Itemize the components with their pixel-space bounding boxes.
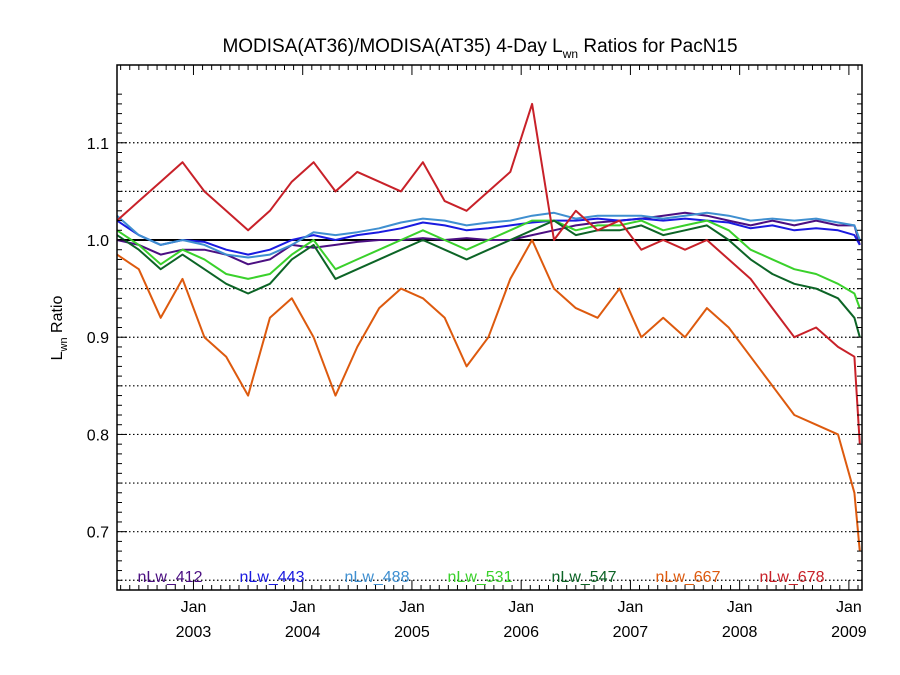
series-line-nlw-412 — [116, 211, 861, 266]
legend-item-nlw-678: nLw_678 — [760, 569, 825, 586]
x-tick-label-year: 2003 — [176, 624, 212, 641]
plot-frame — [116, 64, 863, 591]
series-line-nlw-488 — [116, 211, 861, 259]
legend-item-nlw-547: nLw_547 — [552, 569, 617, 586]
y-tick-label: 1.0 — [87, 233, 109, 250]
series-line-nlw-667 — [116, 239, 861, 552]
legend-item-nlw-667: nLw_667 — [656, 569, 721, 586]
x-tick-label-month: Jan — [181, 599, 207, 616]
plot-border — [116, 64, 863, 591]
x-tick-label-month: Jan — [618, 599, 644, 616]
chart-title: MODISA(AT36)/MODISA(AT35) 4-Day Lwn Rati… — [222, 36, 737, 61]
y-axis-label: Lwn Ratio — [49, 296, 70, 361]
legend-item-nlw-531: nLw_531 — [448, 569, 513, 586]
legend: nLw_412 nLw_443 nLw_488 nLw_531 nLw_547 nLw_6… — [138, 569, 825, 586]
x-tick-label-month: Jan — [836, 599, 862, 616]
x-tick-label-month: Jan — [290, 599, 316, 616]
series-line-nlw-443 — [116, 217, 861, 256]
x-tick-label-year: 2008 — [722, 624, 758, 641]
series-line-nlw-678 — [116, 102, 861, 445]
x-tick-label-month: Jan — [727, 599, 753, 616]
y-tick-label: 0.7 — [87, 525, 109, 542]
legend-item-nlw-443: nLw_443 — [240, 569, 305, 586]
x-tick-label-year: 2005 — [394, 624, 430, 641]
x-tick-label-year: 2009 — [831, 624, 867, 641]
grid-lines — [117, 142, 862, 581]
legend-item-nlw-412: nLw_412 — [138, 569, 203, 586]
legend-item-nlw-488: nLw_488 — [345, 569, 410, 586]
x-ticks: Jan 2003 Jan 2004 Jan 2005 Jan 2006 Jan 2007 Jan 20… — [120, 65, 867, 641]
x-tick-label-year: 2006 — [503, 624, 539, 641]
x-tick-label-year: 2004 — [285, 624, 321, 641]
y-ticks: 0.7 0.8 0.9 1.0 1.1 — [87, 93, 862, 581]
series-line-nlw-531 — [116, 219, 861, 309]
y-tick-label: 0.8 — [87, 427, 109, 444]
x-tick-label-month: Jan — [399, 599, 425, 616]
x-tick-label-month: Jan — [508, 599, 534, 616]
series-lines — [116, 102, 861, 552]
series-line-nlw-547 — [116, 219, 861, 338]
x-tick-label-year: 2007 — [613, 624, 649, 641]
y-tick-label: 0.9 — [87, 330, 109, 347]
y-tick-label: 1.1 — [87, 136, 109, 153]
